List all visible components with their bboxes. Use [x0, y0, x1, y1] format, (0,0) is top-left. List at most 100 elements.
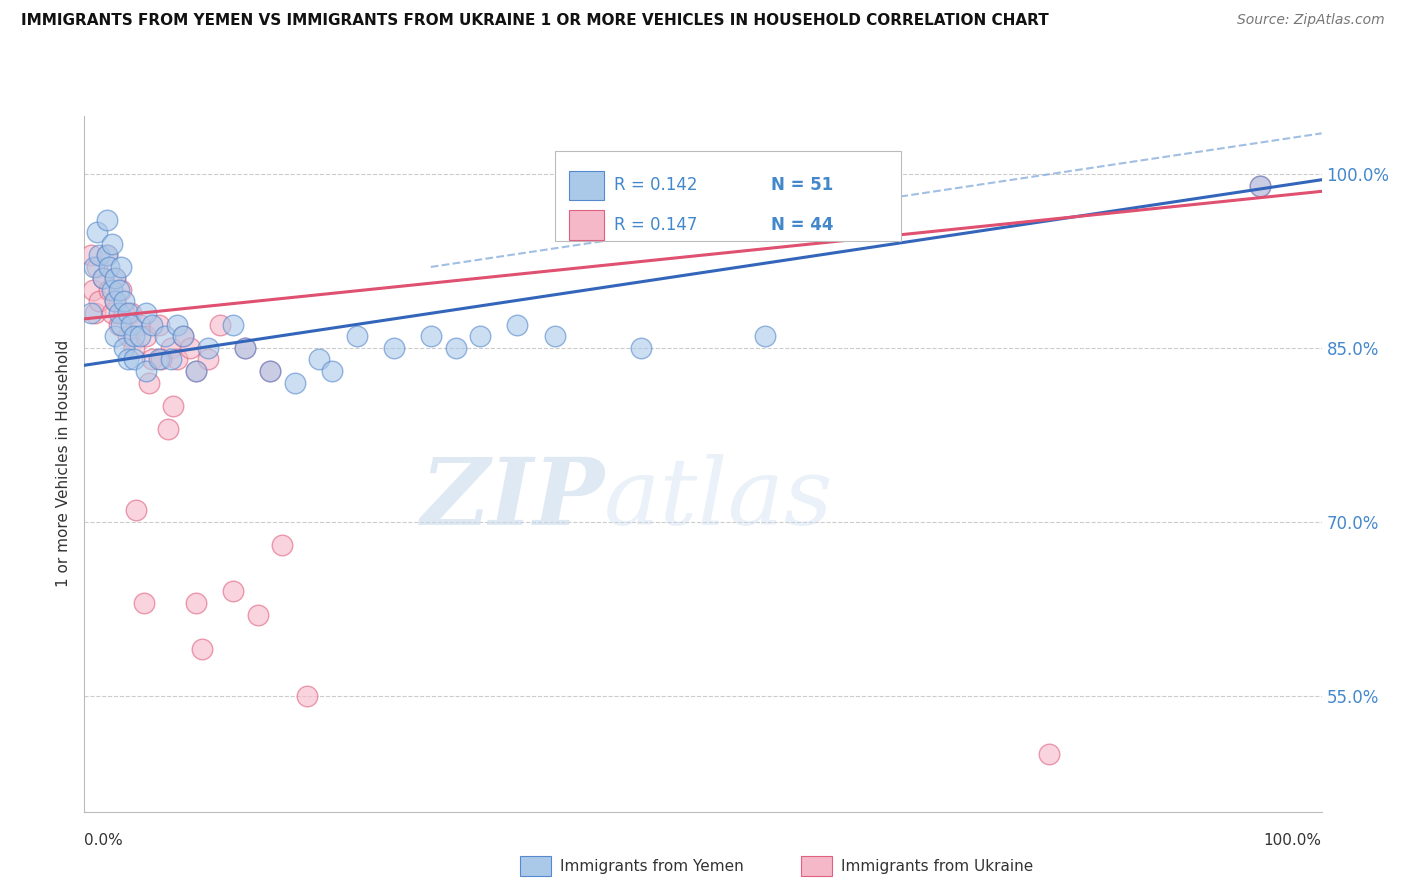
Point: [148, 352, 170, 367]
Point: [110, 318, 132, 332]
Text: 0.0%: 0.0%: [84, 832, 124, 847]
Point: [83, 260, 105, 274]
Point: [122, 341, 145, 355]
Point: [1249, 178, 1271, 193]
Point: [117, 329, 139, 343]
Point: [129, 318, 152, 332]
Text: R = 0.142: R = 0.142: [614, 176, 697, 194]
Point: [120, 318, 142, 332]
Point: [308, 352, 330, 367]
Point: [132, 596, 155, 610]
Point: [108, 306, 131, 320]
Point: [419, 329, 441, 343]
FancyBboxPatch shape: [554, 151, 901, 241]
Point: [117, 352, 139, 367]
Point: [630, 341, 652, 355]
Text: N = 51: N = 51: [770, 176, 834, 194]
Point: [108, 318, 131, 332]
Point: [110, 283, 132, 297]
Point: [91, 271, 114, 285]
Point: [284, 376, 307, 390]
Point: [160, 352, 183, 367]
Point: [184, 596, 207, 610]
Y-axis label: 1 or more Vehicles in Household: 1 or more Vehicles in Household: [56, 340, 72, 588]
Point: [153, 329, 176, 343]
Point: [135, 329, 157, 343]
Point: [162, 399, 184, 413]
Point: [222, 584, 245, 599]
Point: [246, 607, 269, 622]
Point: [104, 294, 127, 309]
Text: ZIP: ZIP: [420, 454, 605, 543]
Point: [104, 271, 127, 285]
Point: [117, 306, 139, 320]
Point: [259, 364, 281, 378]
Text: Immigrants from Yemen: Immigrants from Yemen: [560, 859, 744, 873]
Point: [89, 294, 111, 309]
Point: [148, 318, 170, 332]
FancyBboxPatch shape: [569, 170, 605, 200]
Point: [233, 341, 256, 355]
Point: [122, 329, 145, 343]
Point: [122, 352, 145, 367]
Point: [271, 538, 294, 552]
Point: [444, 341, 467, 355]
Point: [321, 364, 343, 378]
Point: [197, 341, 219, 355]
Point: [1249, 178, 1271, 193]
Point: [129, 329, 152, 343]
Text: IMMIGRANTS FROM YEMEN VS IMMIGRANTS FROM UKRAINE 1 OR MORE VEHICLES IN HOUSEHOLD: IMMIGRANTS FROM YEMEN VS IMMIGRANTS FROM…: [21, 13, 1049, 29]
Point: [543, 329, 565, 343]
Text: Immigrants from Ukraine: Immigrants from Ukraine: [841, 859, 1033, 873]
Point: [100, 306, 122, 320]
Point: [233, 341, 256, 355]
Point: [184, 364, 207, 378]
Point: [89, 248, 111, 262]
Point: [110, 260, 132, 274]
Point: [100, 283, 122, 297]
Point: [100, 236, 122, 251]
Point: [179, 341, 201, 355]
Point: [104, 294, 127, 309]
Point: [98, 260, 121, 274]
Point: [112, 294, 135, 309]
Point: [470, 329, 492, 343]
Point: [197, 352, 219, 367]
Point: [160, 341, 183, 355]
Point: [112, 341, 135, 355]
Point: [141, 318, 163, 332]
Point: [96, 248, 118, 262]
FancyBboxPatch shape: [569, 211, 605, 240]
Point: [84, 306, 107, 320]
Point: [125, 503, 148, 517]
Point: [98, 283, 121, 297]
Point: [79, 248, 101, 262]
Text: 100.0%: 100.0%: [1264, 832, 1322, 847]
Point: [96, 248, 118, 262]
Point: [754, 329, 776, 343]
Point: [222, 318, 245, 332]
Text: R = 0.147: R = 0.147: [614, 216, 697, 234]
Text: Source: ZipAtlas.com: Source: ZipAtlas.com: [1237, 13, 1385, 28]
Point: [108, 283, 131, 297]
Point: [172, 329, 194, 343]
Point: [166, 318, 188, 332]
Point: [82, 283, 104, 297]
Point: [112, 306, 135, 320]
Point: [138, 376, 160, 390]
Point: [259, 364, 281, 378]
Point: [382, 341, 405, 355]
Point: [150, 352, 173, 367]
Point: [104, 329, 127, 343]
Point: [141, 352, 163, 367]
Point: [86, 260, 108, 274]
Point: [86, 225, 108, 239]
Point: [79, 306, 101, 320]
Point: [1038, 747, 1060, 761]
Point: [506, 318, 529, 332]
Point: [91, 271, 114, 285]
Point: [96, 213, 118, 227]
Point: [184, 364, 207, 378]
Point: [346, 329, 368, 343]
Point: [120, 306, 142, 320]
